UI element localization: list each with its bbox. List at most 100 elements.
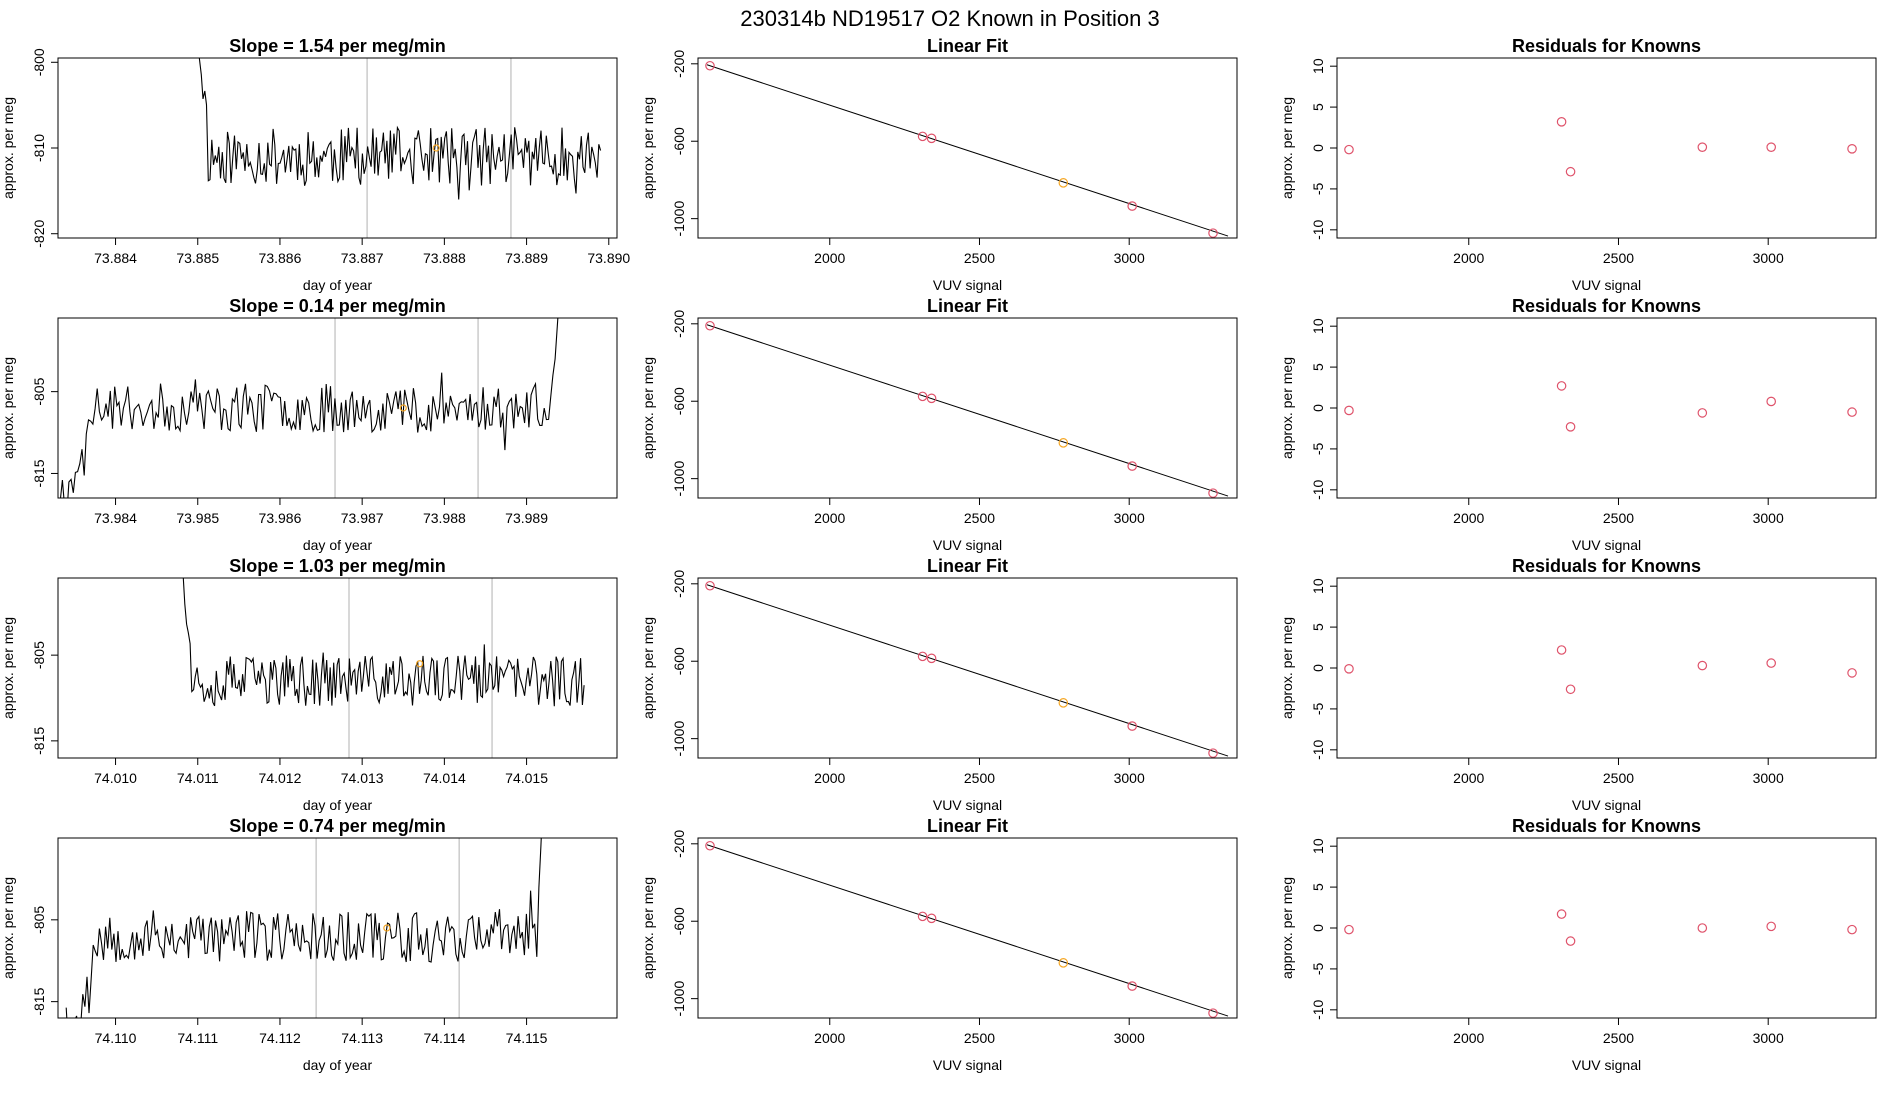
sample-point <box>1058 958 1069 968</box>
x-tick-label: 3000 <box>1753 510 1784 526</box>
y-tick-label: -815 <box>31 727 47 755</box>
y-tick-label: 5 <box>1310 883 1326 891</box>
y-tick-label: -10 <box>1310 739 1326 759</box>
known-point <box>705 60 715 71</box>
x-tick-label: 74.011 <box>177 770 219 786</box>
x-axis-label: day of year <box>303 797 373 813</box>
x-tick-label: 3000 <box>1114 250 1145 266</box>
y-axis-label: approx. per meg <box>1279 357 1295 459</box>
series-trace <box>59 318 559 498</box>
known-point <box>1565 684 1576 695</box>
y-tick-label: -5 <box>1310 442 1326 455</box>
y-axis-label: approx. per meg <box>1279 877 1295 979</box>
x-tick-label: 73.888 <box>423 250 466 266</box>
x-tick-label: 74.010 <box>94 770 137 786</box>
x-tick-label: 3000 <box>1753 1030 1784 1046</box>
panel-fit2: Linear Fit VUV signal approx. per meg 2000 2… <box>640 296 1238 553</box>
series-trace <box>182 578 585 707</box>
chart-title: Residuals for Knowns <box>1512 296 1701 316</box>
series-trace <box>198 58 602 200</box>
x-tick-label: 73.985 <box>176 510 219 526</box>
x-tick-label: 2000 <box>1453 770 1484 786</box>
known-point <box>1565 936 1576 946</box>
chart-title: Linear Fit <box>927 36 1008 56</box>
known-point <box>1847 144 1857 154</box>
x-tick-label: 74.110 <box>95 1030 137 1046</box>
panel-res2: Residuals for Knowns VUV signal approx. pe… <box>1279 296 1877 553</box>
x-tick-label: 74.115 <box>506 1030 548 1046</box>
y-tick-label: -810 <box>31 134 47 162</box>
page-title: 230314b ND19517 O2 Known in Position 3 <box>740 6 1160 31</box>
y-axis-label: approx. per meg <box>0 97 16 199</box>
x-tick-label: 2000 <box>1453 510 1484 526</box>
plot-frame <box>1336 57 1877 239</box>
x-tick-label: 74.014 <box>423 770 466 786</box>
chart-title: Slope = 1.54 per meg/min <box>229 36 446 56</box>
known-point <box>1766 921 1776 932</box>
x-axis-label: VUV signal <box>933 797 1002 813</box>
known-point <box>1697 142 1708 152</box>
x-tick-label: 74.112 <box>259 1030 301 1046</box>
known-point <box>917 911 928 922</box>
known-point <box>926 913 937 924</box>
y-tick-label: -10 <box>1310 479 1326 499</box>
y-tick-label: 10 <box>1310 58 1326 74</box>
y-axis-label: approx. per meg <box>640 877 656 979</box>
x-tick-label: 74.114 <box>423 1030 465 1046</box>
y-tick-label: -815 <box>31 459 47 487</box>
known-point <box>1847 924 1857 935</box>
x-tick-label: 2500 <box>964 1030 995 1046</box>
y-tick-label: -1000 <box>671 981 687 1017</box>
known-point <box>1766 396 1776 407</box>
y-tick-label: -820 <box>31 219 47 247</box>
x-axis-label: VUV signal <box>933 537 1002 553</box>
y-tick-label: -600 <box>671 907 687 935</box>
y-axis-label: approx. per meg <box>1279 97 1295 199</box>
known-point <box>1766 142 1776 152</box>
known-point <box>1344 405 1354 416</box>
y-tick-label: 5 <box>1310 363 1326 371</box>
panel-ts3: Slope = 1.03 per meg/min day of year appro… <box>0 556 618 813</box>
known-point <box>1344 924 1354 935</box>
known-point <box>1208 228 1218 238</box>
plot-area <box>1344 909 1857 946</box>
x-tick-label: 74.012 <box>259 770 302 786</box>
x-tick-label: 2000 <box>814 250 845 266</box>
plot-frame <box>57 57 618 239</box>
x-axis-label: VUV signal <box>1572 797 1641 813</box>
y-tick-label: 0 <box>1310 144 1326 152</box>
plot-area <box>1344 645 1857 695</box>
x-tick-label: 3000 <box>1114 510 1145 526</box>
sample-point <box>1058 178 1069 188</box>
known-point <box>1697 408 1708 418</box>
plot-frame <box>697 577 1238 759</box>
y-axis-label: approx. per meg <box>0 357 16 459</box>
known-point <box>1208 748 1218 758</box>
sample-point <box>1058 438 1069 448</box>
y-axis-label: approx. per meg <box>0 617 16 719</box>
x-tick-label: 73.890 <box>587 250 630 266</box>
known-point <box>1556 909 1567 919</box>
x-tick-label: 73.988 <box>423 510 466 526</box>
x-tick-label: 2000 <box>1453 1030 1484 1046</box>
x-tick-label: 2000 <box>1453 250 1484 266</box>
fit-line <box>706 324 1229 497</box>
known-point <box>1556 645 1567 655</box>
known-point <box>705 580 715 591</box>
panel-ts4: Slope = 0.74 per meg/min day of year appro… <box>0 816 618 1073</box>
known-point <box>705 320 715 331</box>
x-tick-label: 74.111 <box>177 1030 218 1046</box>
plot-area <box>59 318 559 498</box>
panel-ts2: Slope = 0.14 per meg/min day of year appro… <box>0 296 618 553</box>
known-point <box>1847 407 1857 417</box>
x-tick-label: 3000 <box>1753 250 1784 266</box>
y-axis-label: approx. per meg <box>640 357 656 459</box>
fit-line <box>706 64 1229 237</box>
panel-fit3: Linear Fit VUV signal approx. per meg 2000 2… <box>640 556 1238 813</box>
chart-title: Residuals for Knowns <box>1512 816 1701 836</box>
x-tick-label: 3000 <box>1114 770 1145 786</box>
x-axis-label: VUV signal <box>933 1057 1002 1073</box>
chart-title: Linear Fit <box>927 556 1008 576</box>
x-tick-label: 2500 <box>964 510 995 526</box>
